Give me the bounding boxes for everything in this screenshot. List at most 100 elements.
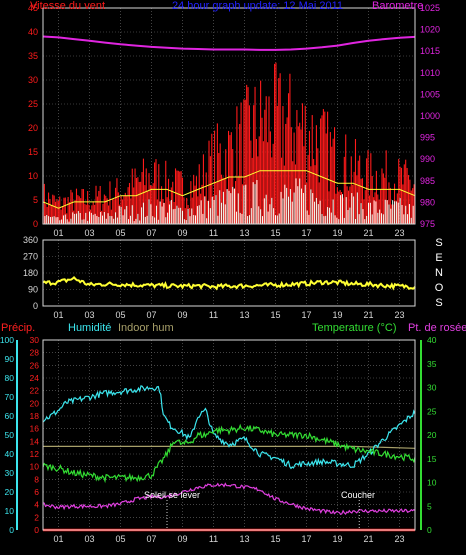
- temp-x-tick: 11: [209, 534, 218, 544]
- direction-x-tick: 17: [301, 310, 311, 320]
- precip-y-tick: 8: [34, 474, 39, 484]
- direction-x-tick: 13: [239, 310, 249, 320]
- temp-y-tick: 0: [427, 525, 432, 535]
- temp-x-tick: 17: [301, 534, 311, 544]
- direction-x-tick: 03: [84, 310, 94, 320]
- wind-avg-line: [42, 170, 416, 209]
- precip-y-tick: 0: [34, 525, 39, 535]
- wind-x-tick: 11: [209, 228, 218, 238]
- humidity-y-tick: 20: [5, 487, 15, 497]
- compass-letter: S: [435, 237, 442, 249]
- sunrise-label: Soleil se lever: [144, 490, 200, 500]
- direction-x-tick: 23: [394, 310, 404, 320]
- temp-humidity-panel: 0102030405060708090100024681012141618202…: [0, 322, 466, 544]
- wind-speed-label: Vitesse du vent: [30, 0, 105, 12]
- humidity-label: Humidité: [68, 322, 111, 334]
- wind-x-tick: 21: [363, 228, 373, 238]
- barometer-line: [42, 35, 416, 51]
- humidity-y-tick: 0: [9, 525, 14, 535]
- temp-x-tick: 21: [363, 534, 373, 544]
- wind-y-tick: 10: [28, 171, 38, 181]
- temp-x-tick: 07: [146, 534, 156, 544]
- indoor-hum-label: Indoor hum: [118, 322, 174, 334]
- wind-panel-frame: [42, 7, 416, 225]
- precip-y-tick: 2: [34, 512, 39, 522]
- wind-x-tick: 03: [84, 228, 94, 238]
- precip-y-tick: 20: [30, 398, 40, 408]
- temp-y-tick: 35: [427, 359, 437, 369]
- direction-y-tick: 180: [23, 268, 38, 278]
- temp-y-tick: 25: [427, 406, 437, 416]
- direction-x-tick: 05: [115, 310, 125, 320]
- direction-y-tick: 90: [28, 285, 38, 295]
- wind-x-tick: 07: [146, 228, 156, 238]
- baro-y-tick: 995: [420, 133, 435, 143]
- direction-panel-frame: [42, 239, 416, 307]
- wind-barometer-panel: 0510152025303540459759809859909951000100…: [28, 0, 440, 238]
- dewpoint-label: Pt. de rosée: [408, 322, 466, 334]
- direction-line: [42, 276, 416, 291]
- sunset-label: Coucher: [341, 490, 375, 500]
- humidity-y-tick: 60: [5, 411, 15, 421]
- precip-y-tick: 4: [34, 500, 39, 510]
- wind-x-tick: 13: [239, 228, 249, 238]
- precip-y-tick: 18: [30, 411, 40, 421]
- temp-y-tick: 5: [427, 501, 432, 511]
- temp-x-tick: 09: [177, 534, 187, 544]
- temperature-line: [42, 423, 416, 484]
- temp-y-tick: 10: [427, 478, 437, 488]
- wind-x-tick: 23: [394, 228, 404, 238]
- temp-y-tick: 30: [427, 383, 437, 393]
- wind-y-tick: 30: [28, 75, 38, 85]
- precip-y-tick: 24: [30, 373, 40, 383]
- humidity-y-tick: 90: [5, 354, 15, 364]
- direction-x-tick: 11: [209, 310, 218, 320]
- humidity-y-tick: 30: [5, 468, 15, 478]
- direction-x-tick: 19: [332, 310, 342, 320]
- wind-x-tick: 15: [270, 228, 280, 238]
- direction-x-tick: 15: [270, 310, 280, 320]
- wind-x-tick: 01: [53, 228, 63, 238]
- wind-y-tick: 5: [33, 195, 38, 205]
- baro-y-tick: 990: [420, 154, 435, 164]
- wind-x-tick: 09: [177, 228, 187, 238]
- direction-x-tick: 09: [177, 310, 187, 320]
- precip-y-tick: 16: [30, 424, 40, 434]
- precip-y-tick: 10: [30, 462, 40, 472]
- temp-x-tick: 05: [115, 534, 125, 544]
- wind-axis-labels: 0510152025303540459759809859909951000100…: [28, 3, 440, 238]
- wind-y-tick: 0: [33, 219, 38, 229]
- humidity-y-tick: 40: [5, 449, 15, 459]
- wind-x-tick: 05: [115, 228, 125, 238]
- direction-y-tick: 270: [23, 252, 38, 262]
- temp-x-tick: 15: [270, 534, 280, 544]
- humidity-y-tick: 10: [5, 506, 15, 516]
- direction-x-tick: 07: [146, 310, 156, 320]
- direction-x-tick: 21: [363, 310, 373, 320]
- baro-y-tick: 1020: [420, 25, 440, 35]
- barometer-label: Barometre: [372, 0, 423, 12]
- temp-y-tick: 15: [427, 454, 437, 464]
- temp-x-tick: 13: [239, 534, 249, 544]
- temp-panel-frame: [42, 339, 416, 531]
- baro-y-tick: 985: [420, 176, 435, 186]
- temp-x-tick: 01: [53, 534, 63, 544]
- humidity-y-tick: 50: [5, 430, 15, 440]
- compass-letter: E: [435, 252, 442, 264]
- baro-y-tick: 980: [420, 197, 435, 207]
- precip-y-tick: 28: [30, 348, 40, 358]
- wind-y-tick: 20: [28, 123, 38, 133]
- precip-y-tick: 22: [30, 386, 40, 396]
- temp-x-tick: 19: [332, 534, 342, 544]
- wind-y-tick: 25: [28, 99, 38, 109]
- precip-label: Précip.: [1, 322, 35, 334]
- direction-y-tick: 0: [33, 301, 38, 311]
- compass-letter: O: [435, 282, 444, 294]
- wind-y-tick: 35: [28, 51, 38, 61]
- baro-y-tick: 1000: [420, 111, 440, 121]
- precip-y-tick: 30: [30, 335, 40, 345]
- precip-y-tick: 6: [34, 487, 39, 497]
- temp-humidity-axis-labels: 0102030405060708090100024681012141618202…: [0, 335, 437, 544]
